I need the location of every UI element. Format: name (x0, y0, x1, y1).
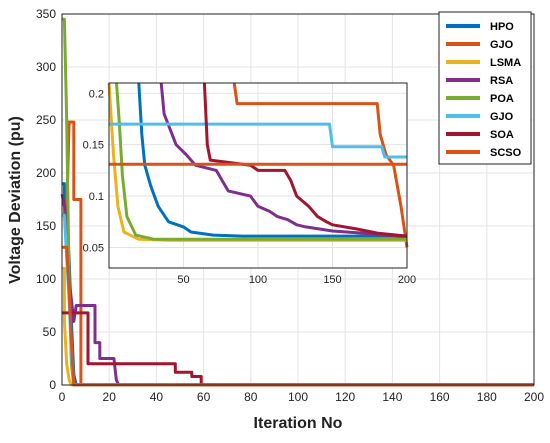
inset-series-line-rsa (159, 82, 408, 239)
main-plot-frame (61, 13, 535, 386)
legend-label: RSA (490, 75, 513, 87)
y-tick-label: 0 (49, 378, 56, 392)
y-tick-label: 50 (43, 325, 57, 339)
y-tick-label: 200 (36, 166, 56, 180)
legend-label: LSMA (490, 57, 521, 69)
legend-label: SOA (490, 129, 514, 141)
legend-label: GJO (490, 111, 514, 123)
x-tick-label: 20 (103, 390, 117, 404)
x-tick-label: 140 (382, 390, 402, 404)
x-tick-label: 0 (59, 390, 66, 404)
inset-series-line-gjo (109, 122, 407, 159)
inset-x-tick-label: 150 (323, 274, 341, 286)
inset-y-tick-label: 0.05 (83, 242, 104, 254)
legend-label: POA (490, 93, 514, 105)
main-ticks: 0 20 40 60 80 100 120 140 160 180 200 0 50 100 150 200 2… (36, 7, 544, 404)
y-tick-label: 150 (36, 219, 56, 233)
inset-ticks: 50 100 150 200 0.05 0.1 0.15 0.2 (83, 88, 417, 286)
inset-plot-frame (108, 82, 408, 269)
x-tick-label: 60 (197, 390, 211, 404)
inset-series (107, 82, 409, 248)
x-tick-label: 80 (244, 390, 258, 404)
y-tick-label: 250 (36, 113, 56, 127)
legend: HPO GJO LSMA RSA POA GJO SOA SCSO (438, 11, 532, 165)
x-tick-label: 160 (430, 390, 450, 404)
legend-label: SCSO (490, 147, 522, 159)
y-tick-label: 350 (36, 7, 56, 21)
inset-series-line-soa (202, 82, 408, 238)
x-tick-label: 180 (477, 390, 497, 404)
y-axis-title: Voltage Deviation (pu) (7, 116, 24, 284)
inset-series-line-gjo (232, 82, 409, 248)
x-tick-label: 200 (524, 390, 544, 404)
legend-label: GJO (490, 39, 514, 51)
inset-y-tick-label: 0.2 (89, 88, 104, 100)
inset-x-tick-label: 50 (177, 274, 189, 286)
x-tick-label: 100 (288, 390, 308, 404)
y-tick-label: 100 (36, 272, 56, 286)
x-tick-label: 40 (150, 390, 164, 404)
inset-plot: 50 100 150 200 0.05 0.1 0.15 0.2 (83, 82, 417, 286)
inset-series-line-hpo (137, 82, 407, 238)
x-axis-title: Iteration No (254, 415, 343, 432)
inset-x-tick-label: 200 (398, 274, 416, 286)
inset-grid (109, 83, 408, 268)
legend-box (438, 11, 532, 165)
inset-x-tick-label: 100 (249, 274, 267, 286)
inset-y-tick-label: 0.15 (83, 140, 104, 152)
legend-items: HPO GJO LSMA RSA POA GJO SOA SCSO (446, 21, 522, 159)
x-tick-label: 120 (335, 390, 355, 404)
inset-y-tick-label: 0.1 (89, 191, 104, 203)
legend-label: HPO (490, 21, 514, 33)
y-tick-label: 300 (36, 60, 56, 74)
